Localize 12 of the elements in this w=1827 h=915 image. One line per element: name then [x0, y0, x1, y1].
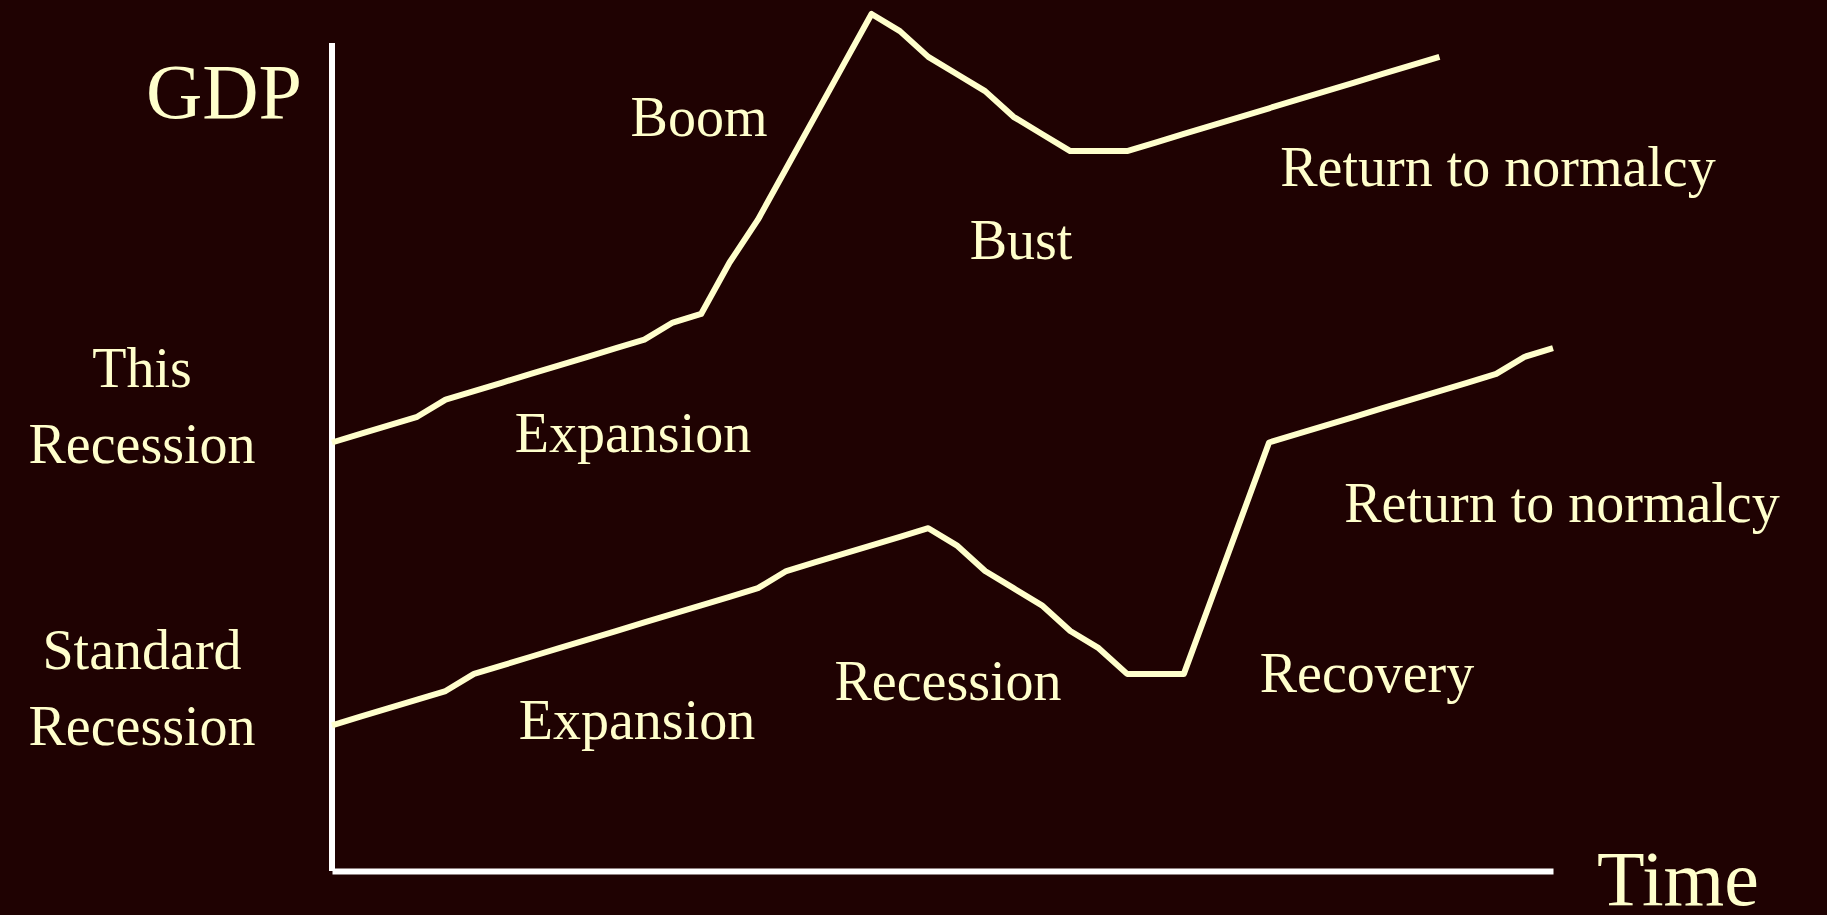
- annotation: Expansion: [514, 402, 752, 464]
- annotation: Return to normalcy: [1344, 472, 1780, 534]
- annotation: Recovery: [1259, 642, 1475, 704]
- series-label: Standard Recession: [28, 619, 256, 758]
- annotation: Expansion: [518, 689, 756, 751]
- annotation: Bust: [969, 209, 1073, 271]
- annotation: Recession: [834, 650, 1062, 712]
- annotation: Return to normalcy: [1280, 136, 1716, 198]
- x-axis-title: Time: [1597, 835, 1759, 915]
- y-axis-title: GDP: [145, 48, 302, 135]
- series-label: This Recession: [28, 336, 256, 475]
- annotation: Boom: [630, 86, 768, 148]
